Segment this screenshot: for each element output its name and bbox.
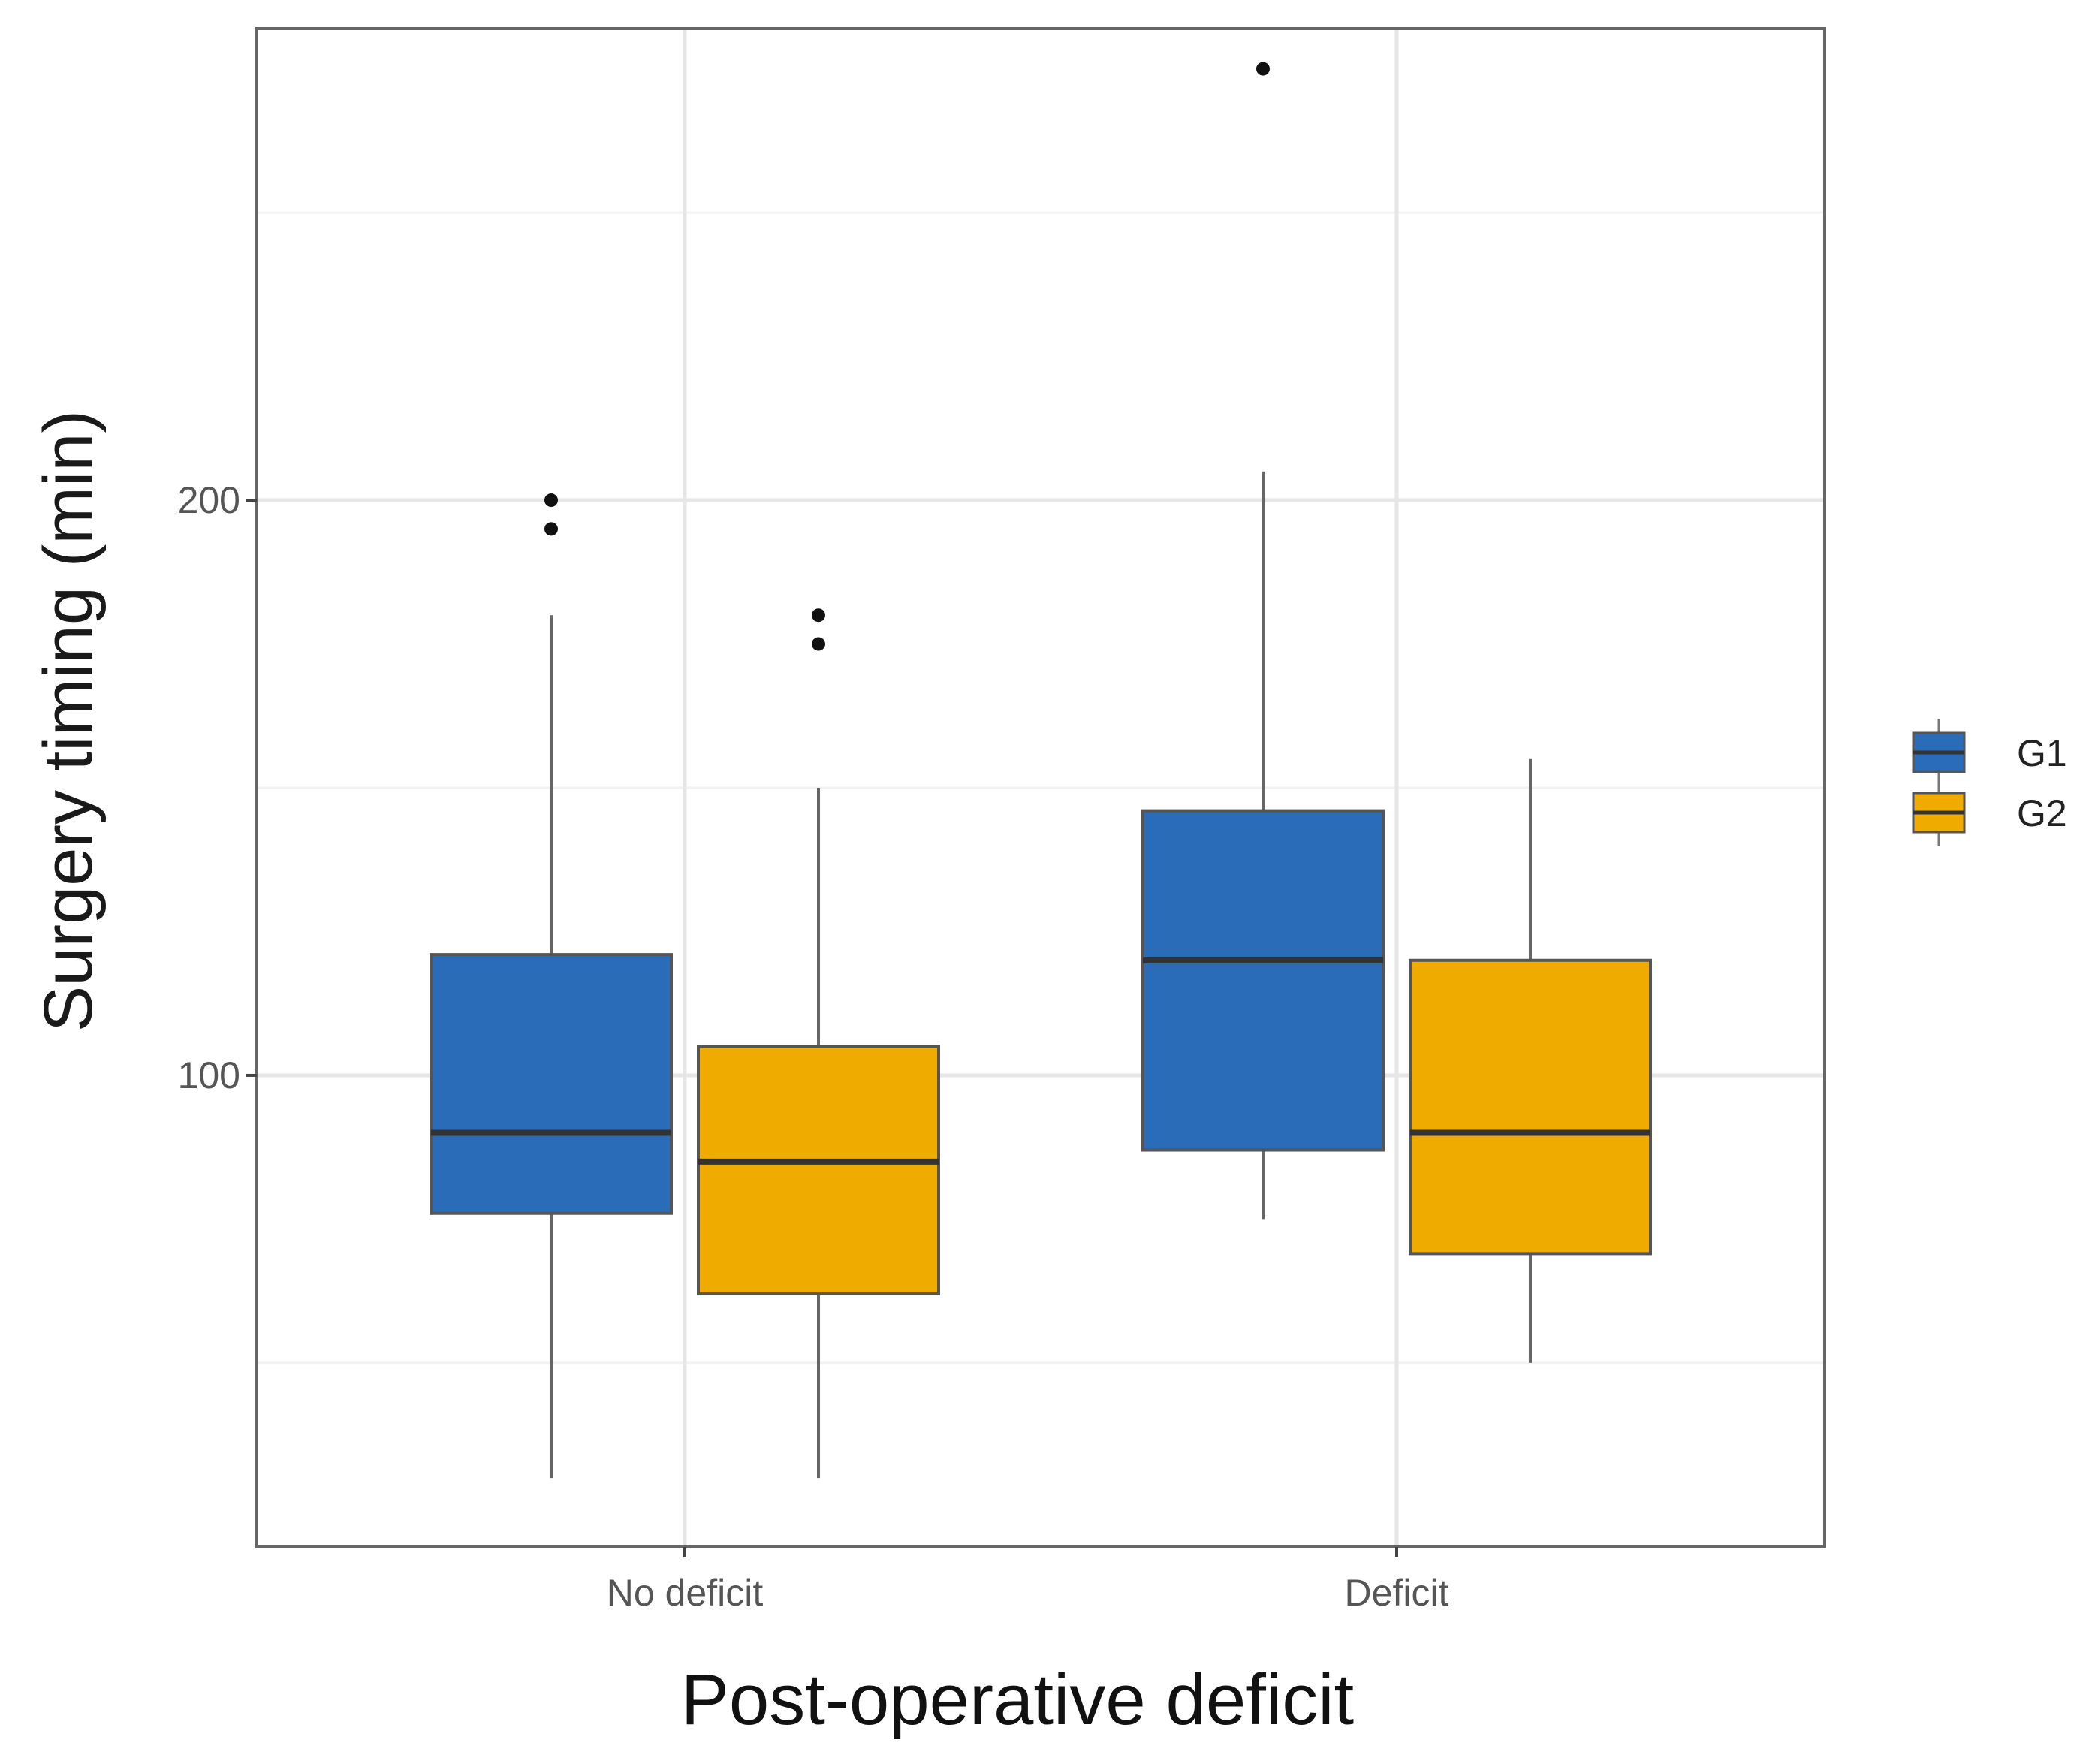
box-G1-deficit xyxy=(1141,62,1385,1220)
x-tick-label: Deficit xyxy=(1345,1572,1449,1614)
x-tick-label: No deficit xyxy=(607,1572,764,1614)
legend-item-G2: G2 xyxy=(1912,779,2067,846)
box-G2-no-deficit xyxy=(697,608,940,1479)
outlier-point xyxy=(812,637,825,651)
y-axis-title: Surgery timing (min) xyxy=(30,410,107,1032)
legend-label: G2 xyxy=(2017,792,2067,834)
box-iqr xyxy=(697,1045,940,1295)
outlier-point xyxy=(544,522,558,536)
x-axis-title: Post-operative deficit xyxy=(681,1660,1354,1740)
y-tick-label: 200 xyxy=(178,479,240,521)
box-iqr xyxy=(1409,958,1652,1256)
box-layer xyxy=(430,62,1652,1479)
outlier-point xyxy=(1256,62,1270,76)
legend-item-G1: G1 xyxy=(1912,719,2067,786)
box-iqr xyxy=(430,953,673,1215)
axis-layer: 100 200 No deficit Deficit xyxy=(178,479,1449,1614)
plot-border xyxy=(255,27,1826,1548)
outlier-point xyxy=(544,493,558,508)
y-tick-label: 100 xyxy=(178,1054,240,1096)
box-G1-no-deficit xyxy=(430,493,673,1479)
legend-label: G1 xyxy=(2017,732,2067,774)
box-G2-deficit xyxy=(1409,758,1652,1363)
outlier-point xyxy=(812,608,825,623)
box-iqr xyxy=(1141,809,1385,1152)
